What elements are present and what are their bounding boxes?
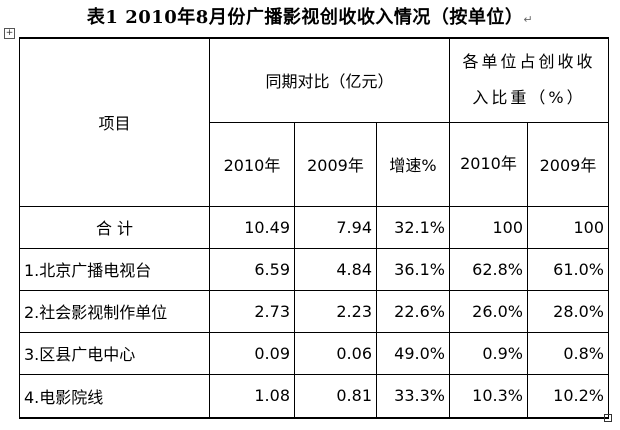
cell-2010-share: 100: [449, 205, 528, 249]
header-2010-value: 2010年: [209, 121, 295, 207]
cell-2010-share: 26.0%: [449, 289, 528, 333]
cell-2009-value: 7.94: [294, 205, 377, 249]
cell-growth: 33.3%: [376, 373, 450, 419]
table-anchor-icon[interactable]: +: [4, 28, 15, 39]
cell-2009-value: 0.81: [294, 373, 377, 419]
row-label: 2.社会影视制作单位: [19, 289, 210, 333]
cell-2009-value: 4.84: [294, 247, 377, 291]
cell-growth: 49.0%: [376, 331, 450, 375]
header-2009-value: 2009年: [294, 121, 377, 207]
header-share: 各单位占创收收入比重（%）: [449, 37, 609, 123]
cell-2010-share: 10.3%: [449, 373, 528, 419]
cell-2010-share: 62.8%: [449, 247, 528, 291]
row-label: 1.北京广播电视台: [19, 247, 210, 291]
cell-2009-value: 0.06: [294, 331, 377, 375]
header-period-comparison: 同期对比（亿元）: [209, 37, 450, 123]
cell-2009-share: 0.8%: [527, 331, 609, 375]
cell-2009-value: 2.23: [294, 289, 377, 333]
cell-2009-share: 28.0%: [527, 289, 609, 333]
cell-growth: 22.6%: [376, 289, 450, 333]
row-label: 合 计: [19, 205, 210, 249]
table-row: 1.北京广播电视台 6.59 4.84 36.1% 62.8% 61.0%: [19, 247, 609, 291]
row-label: 4.电影院线: [19, 373, 210, 419]
row-label: 3.区县广电中心: [19, 331, 210, 375]
header-growth: 增速%: [376, 121, 450, 207]
table-end-marker: [604, 414, 612, 422]
cell-2010-value: 1.08: [209, 373, 295, 419]
header-item: 项目: [19, 37, 210, 207]
table-row-total: 合 计 10.49 7.94 32.1% 100 100: [19, 205, 609, 249]
cell-2009-share: 100: [527, 205, 609, 249]
cell-2010-share: 0.9%: [449, 331, 528, 375]
cell-2010-value: 2.73: [209, 289, 295, 333]
table-row: 4.电影院线 1.08 0.81 33.3% 10.3% 10.2%: [19, 373, 609, 419]
cell-2010-value: 6.59: [209, 247, 295, 291]
revenue-table: 项目 同期对比（亿元） 各单位占创收收入比重（%） 2010年 2009年 增速…: [19, 37, 609, 419]
cell-2010-value: 0.09: [209, 331, 295, 375]
cell-growth: 36.1%: [376, 247, 450, 291]
cell-growth: 32.1%: [376, 205, 450, 249]
cell-2009-share: 61.0%: [527, 247, 609, 291]
cell-2010-value: 10.49: [209, 205, 295, 249]
cell-2009-share: 10.2%: [527, 373, 609, 419]
table-title: 表1 2010年8月份广播影视创收收入情况（按单位）↵: [86, 7, 534, 28]
header-2009-share: 2009年: [527, 121, 609, 207]
header-2010-share: 2010年: [449, 121, 528, 207]
table-row: 3.区县广电中心 0.09 0.06 49.0% 0.9% 0.8%: [19, 331, 609, 375]
table-row: 2.社会影视制作单位 2.73 2.23 22.6% 26.0% 28.0%: [19, 289, 609, 333]
